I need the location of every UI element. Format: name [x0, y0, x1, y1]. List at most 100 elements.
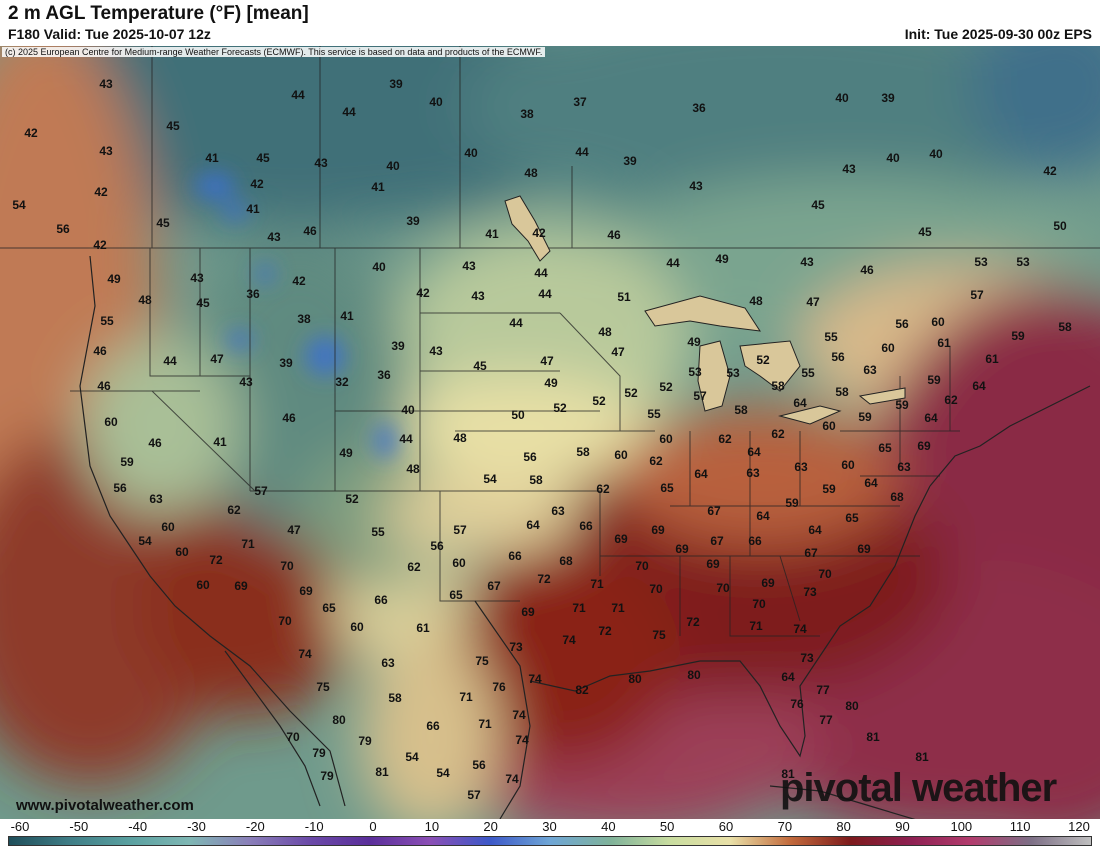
temperature-value-label: 38: [297, 312, 311, 326]
temperature-value-label: 48: [749, 294, 763, 308]
temperature-value-label: 45: [811, 198, 825, 212]
init-time: Init: Tue 2025-09-30 00z EPS: [904, 26, 1092, 42]
temperature-value-label: 49: [339, 446, 353, 460]
valid-time: F180 Valid: Tue 2025-10-07 12z: [8, 26, 211, 42]
temperature-value-label: 54: [138, 534, 152, 548]
temperature-value-label: 40: [429, 95, 443, 109]
temperature-value-label: 44: [291, 88, 305, 102]
temperature-value-label: 50: [511, 408, 525, 422]
colorbar-tick-label: 60: [718, 819, 734, 834]
temperature-value-label: 36: [246, 287, 260, 301]
temperature-value-label: 60: [196, 578, 210, 592]
temperature-value-label: 73: [800, 651, 814, 665]
temperature-value-label: 64: [781, 670, 795, 684]
temperature-value-label: 67: [804, 546, 818, 560]
temperature-value-label: 48: [453, 431, 467, 445]
temperature-value-label: 55: [824, 330, 838, 344]
temperature-value-label: 60: [452, 556, 466, 570]
temperature-value-label: 71: [459, 690, 473, 704]
temperature-value-label: 42: [24, 126, 38, 140]
temperature-value-label: 52: [756, 353, 770, 367]
temperature-value-label: 45: [473, 359, 487, 373]
temperature-value-label: 43: [314, 156, 328, 170]
temperature-value-label: 40: [386, 159, 400, 173]
temperature-value-label: 43: [429, 344, 443, 358]
temperature-value-label: 62: [944, 393, 958, 407]
temperature-value-label: 73: [803, 585, 817, 599]
temperature-value-label: 61: [416, 621, 430, 635]
temperature-value-label: 42: [94, 185, 108, 199]
temperature-value-label: 53: [726, 366, 740, 380]
temperature-value-label: 74: [512, 708, 526, 722]
map-canvas[interactable]: 43 39 44 40 37 36 40 39 42 45 38 44 43 41 45 43 40 40 44 39…: [0, 46, 1100, 819]
temperature-value-label: 67: [710, 534, 724, 548]
temperature-value-label: 52: [345, 492, 359, 506]
temperature-value-label: 56: [56, 222, 70, 236]
temperature-value-label: 76: [790, 697, 804, 711]
temperature-value-label: 69: [651, 523, 665, 537]
temperature-value-label: 74: [793, 622, 807, 636]
temperature-value-label: 55: [371, 525, 385, 539]
temperature-value-label: 59: [785, 496, 799, 510]
temperature-value-label: 65: [878, 441, 892, 455]
temperature-value-label: 66: [579, 519, 593, 533]
temperature-value-label: 53: [688, 365, 702, 379]
copyright-notice: (c) 2025 European Centre for Medium-rang…: [2, 47, 546, 57]
temperature-value-label: 41: [371, 180, 385, 194]
temperature-value-label: 39: [391, 339, 405, 353]
website-link[interactable]: www.pivotalweather.com: [16, 797, 194, 814]
colorbar-tick-label: 100: [950, 819, 973, 834]
temperature-value-label: 42: [93, 238, 107, 252]
temperature-value-label: 62: [771, 427, 785, 441]
temperature-value-label: 55: [647, 407, 661, 421]
temperature-value-label: 43: [842, 162, 856, 176]
temperature-value-label: 63: [863, 363, 877, 377]
temperature-value-label: 48: [138, 293, 152, 307]
cold-spots: [195, 172, 397, 459]
temperature-value-label: 65: [845, 511, 859, 525]
temperature-value-label: 43: [800, 255, 814, 269]
temperature-value-label: 58: [771, 379, 785, 393]
temperature-value-label: 53: [1016, 255, 1030, 269]
temperature-value-label: 44: [534, 266, 548, 280]
temperature-value-label: 58: [835, 385, 849, 399]
temperature-value-label: 40: [401, 403, 415, 417]
temperature-value-label: 51: [617, 290, 631, 304]
temperature-map[interactable]: 43 39 44 40 37 36 40 39 42 45 38 44 43 41 45 43 40 40 44 39…: [0, 46, 1100, 819]
temperature-value-label: 45: [918, 225, 932, 239]
colorbar-tick-label: -20: [245, 819, 265, 834]
temperature-value-label: 72: [686, 615, 700, 629]
temperature-value-label: 64: [808, 523, 822, 537]
temperature-value-label: 45: [166, 119, 180, 133]
temperature-value-label: 54: [436, 766, 450, 780]
temperature-value-label: 47: [540, 354, 554, 368]
temperature-value-label: 70: [716, 581, 730, 595]
temperature-value-label: 47: [611, 345, 625, 359]
temperature-value-label: 56: [831, 350, 845, 364]
temperature-value-label: 69: [299, 584, 313, 598]
temperature-value-label: 74: [505, 772, 519, 786]
temperature-value-label: 58: [388, 691, 402, 705]
temperature-value-label: 72: [537, 572, 551, 586]
temperature-value-label: 46: [282, 411, 296, 425]
temperature-value-label: 55: [100, 314, 114, 328]
temperature-value-label: 56: [113, 481, 127, 495]
temperature-value-label: 39: [623, 154, 637, 168]
temperature-value-label: 61: [937, 336, 951, 350]
temperature-value-label: 52: [624, 386, 638, 400]
temperature-value-label: 62: [649, 454, 663, 468]
temperature-value-label: 60: [614, 448, 628, 462]
temperature-value-label: 65: [322, 601, 336, 615]
temperature-value-label: 54: [12, 198, 26, 212]
temperature-value-label: 64: [694, 467, 708, 481]
temperature-value-label: 46: [303, 224, 317, 238]
temperature-value-label: 69: [857, 542, 871, 556]
temperature-value-label: 67: [707, 504, 721, 518]
temperature-value-label: 40: [464, 146, 478, 160]
temperature-value-label: 49: [715, 252, 729, 266]
temperature-value-label: 61: [985, 352, 999, 366]
temperature-value-label: 43: [462, 259, 476, 273]
temperature-value-label: 41: [205, 151, 219, 165]
temperature-value-label: 44: [399, 432, 413, 446]
temperature-value-label: 74: [528, 672, 542, 686]
